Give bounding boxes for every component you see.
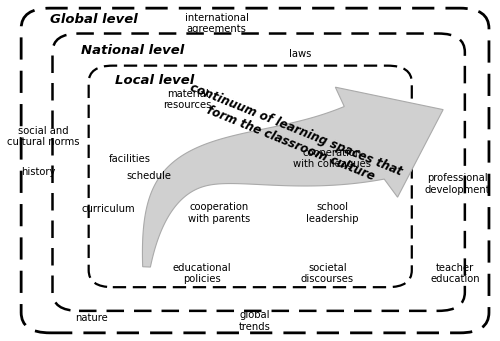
Text: educational
policies: educational policies bbox=[172, 263, 232, 284]
Text: facilities: facilities bbox=[108, 154, 150, 164]
Text: cooperation
with colleagues: cooperation with colleagues bbox=[293, 148, 371, 169]
Text: international
agreements: international agreements bbox=[184, 13, 248, 34]
Polygon shape bbox=[142, 87, 443, 267]
Text: material
resources: material resources bbox=[164, 89, 212, 110]
Text: Local level: Local level bbox=[115, 74, 194, 87]
Text: National level: National level bbox=[82, 44, 184, 57]
Text: societal
discourses: societal discourses bbox=[301, 263, 354, 284]
Text: curriculum: curriculum bbox=[81, 204, 135, 214]
Text: school
leadership: school leadership bbox=[306, 202, 358, 224]
Text: Global level: Global level bbox=[50, 14, 138, 27]
Text: nature: nature bbox=[74, 313, 108, 323]
Text: global
trends: global trends bbox=[239, 310, 271, 332]
Text: professional
development: professional development bbox=[425, 173, 490, 195]
Text: continuum of learning spaces that
form the classroom culture: continuum of learning spaces that form t… bbox=[183, 81, 404, 192]
Text: teacher
education: teacher education bbox=[430, 263, 480, 284]
Text: history: history bbox=[21, 167, 55, 177]
Text: laws: laws bbox=[289, 49, 311, 59]
Text: cooperation
with parents: cooperation with parents bbox=[188, 202, 250, 224]
Text: schedule: schedule bbox=[126, 170, 172, 181]
Text: social and
cultural norms: social and cultural norms bbox=[6, 126, 79, 147]
